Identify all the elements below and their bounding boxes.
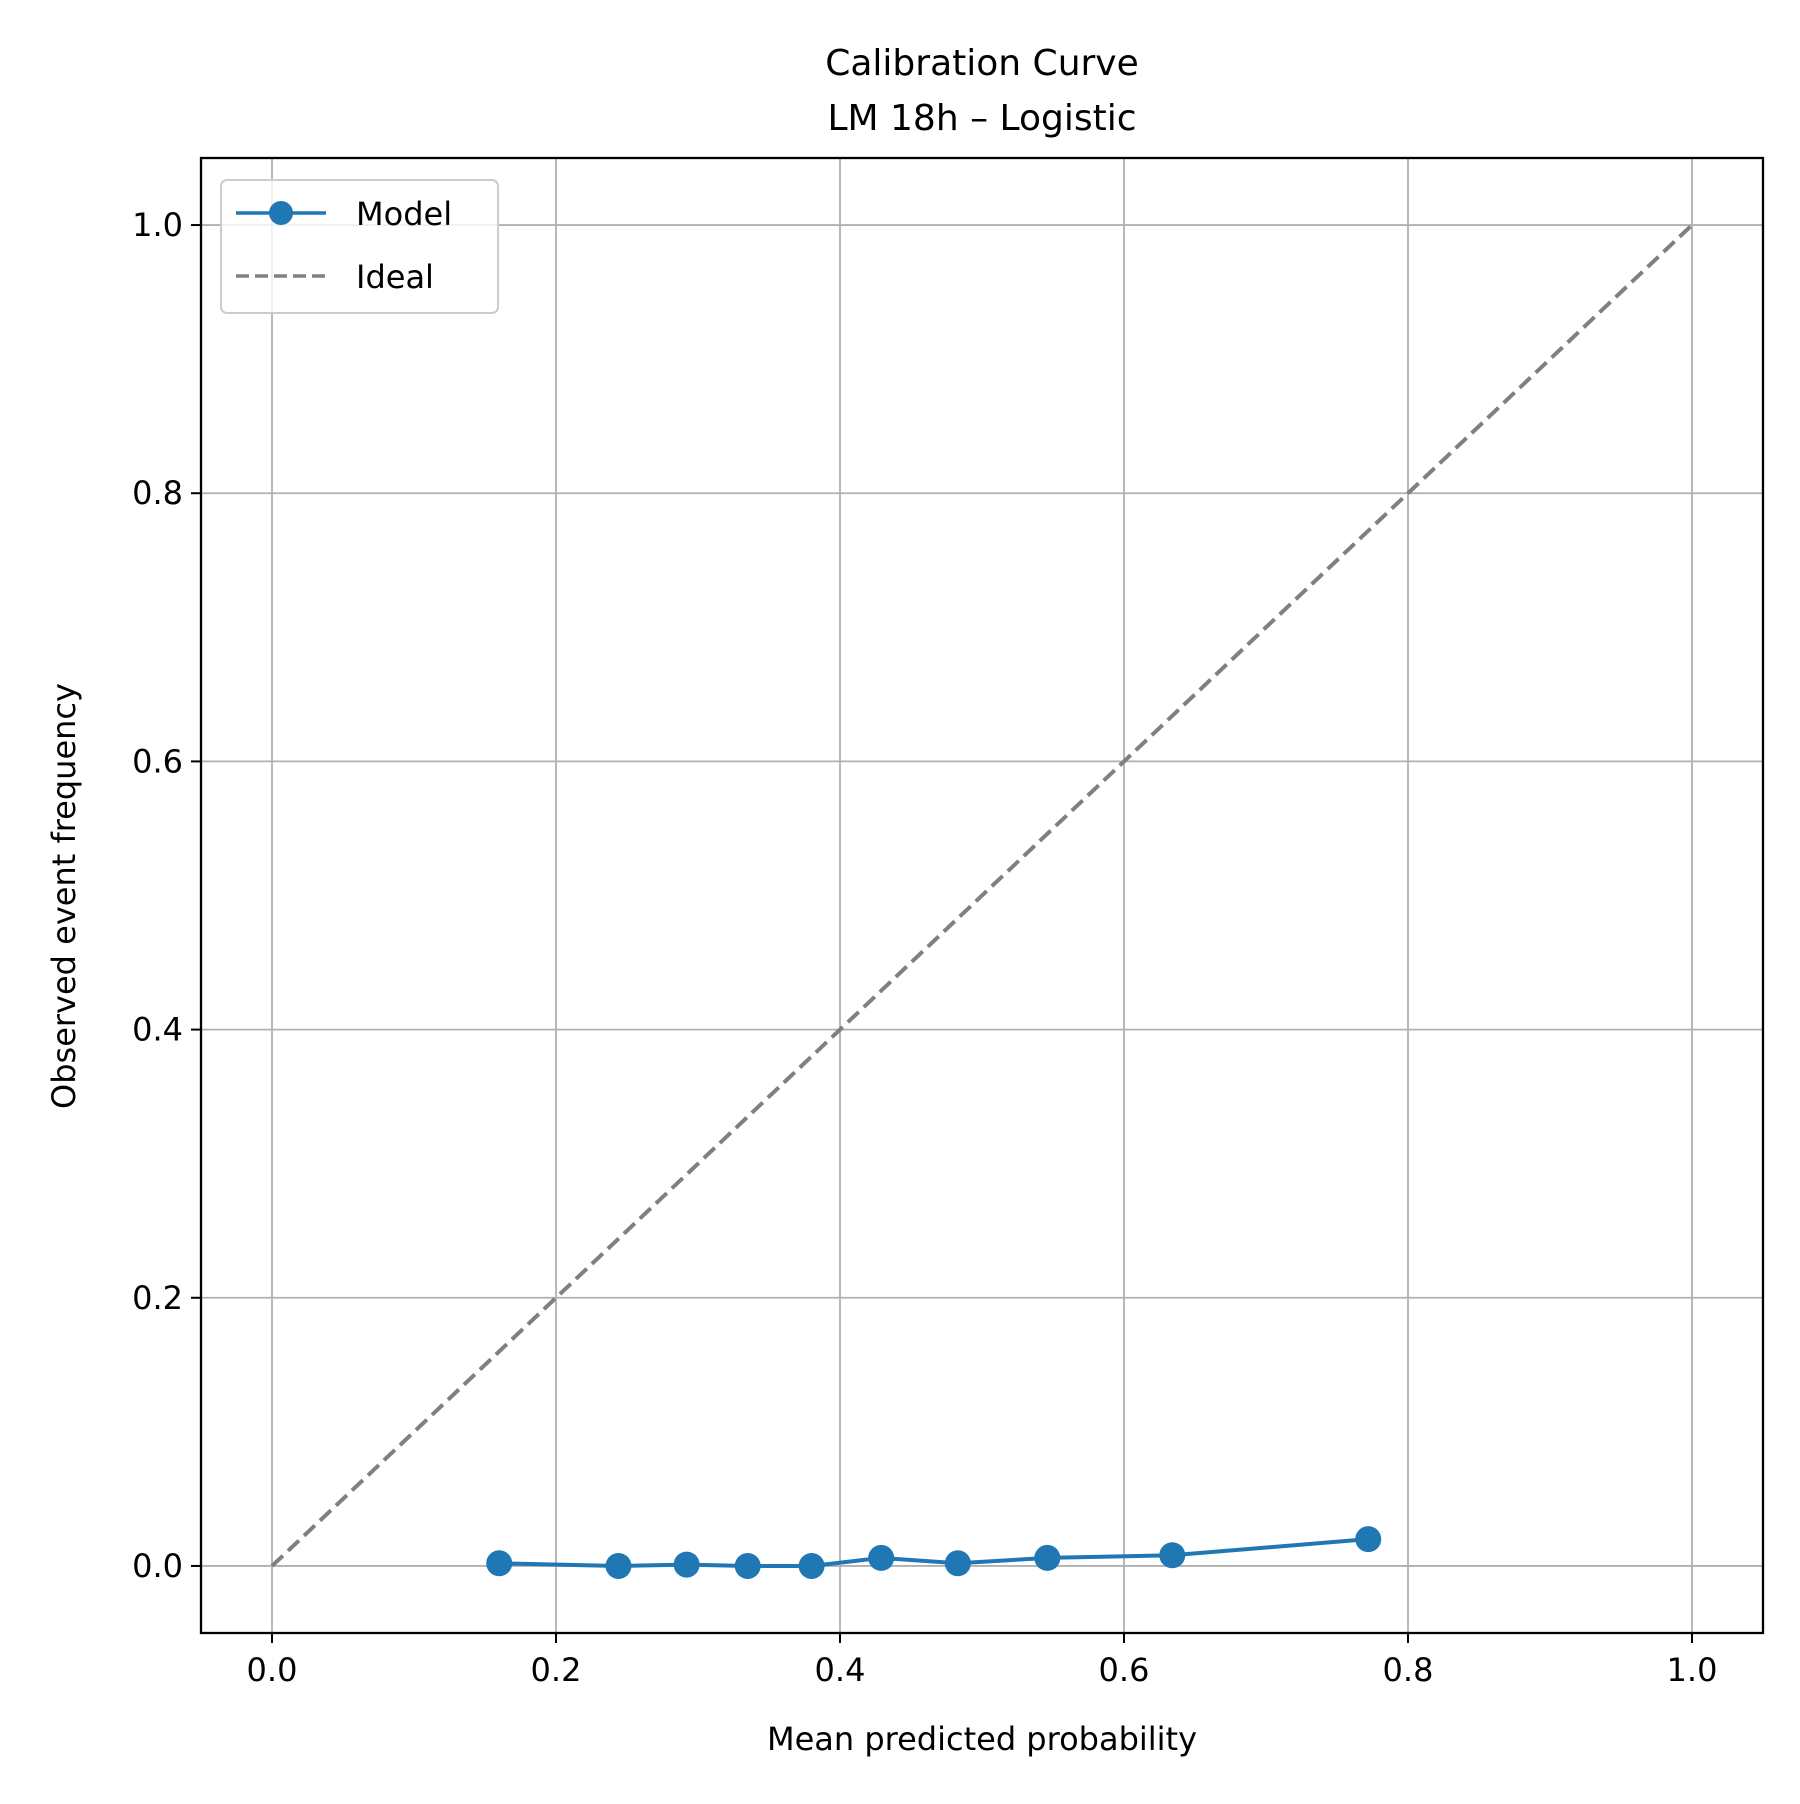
model-point xyxy=(486,1550,513,1577)
chart-title: Calibration Curve xyxy=(825,43,1139,84)
legend-model-label: Model xyxy=(356,195,452,233)
x-tick-label: 0.2 xyxy=(531,1651,582,1689)
model-point xyxy=(1355,1526,1382,1553)
y-tick-label: 0.0 xyxy=(132,1547,183,1585)
y-tick-label: 1.0 xyxy=(132,206,183,244)
model-point xyxy=(1159,1542,1186,1569)
model-point xyxy=(944,1550,971,1577)
y-tick-label: 0.2 xyxy=(132,1279,183,1317)
y-tick-label: 0.8 xyxy=(132,474,183,512)
model-point xyxy=(1034,1544,1061,1571)
y-tick-label: 0.6 xyxy=(132,742,183,780)
chart-subtitle: LM 18h – Logistic xyxy=(827,98,1136,139)
y-axis-label: Observed event frequency xyxy=(45,683,83,1109)
model-point xyxy=(798,1552,825,1579)
x-tick-label: 1.0 xyxy=(1667,1651,1718,1689)
x-tick-label: 0.6 xyxy=(1099,1651,1150,1689)
model-point xyxy=(868,1544,895,1571)
model-point xyxy=(734,1552,761,1579)
model-point xyxy=(605,1552,632,1579)
legend: Model Ideal xyxy=(220,179,499,314)
y-tick-label: 0.4 xyxy=(132,1011,183,1049)
model-point xyxy=(673,1551,700,1578)
x-tick-label: 0.0 xyxy=(247,1651,298,1689)
legend-model-marker xyxy=(269,201,293,225)
x-axis-label: Mean predicted probability xyxy=(767,1720,1197,1758)
axes-frame xyxy=(199,156,1765,1635)
legend-ideal-label: Ideal xyxy=(356,258,434,296)
x-tick-label: 0.8 xyxy=(1383,1651,1434,1689)
ideal-line xyxy=(270,223,1694,1568)
model-line xyxy=(499,1537,1369,1568)
x-tick-label: 0.4 xyxy=(815,1651,866,1689)
